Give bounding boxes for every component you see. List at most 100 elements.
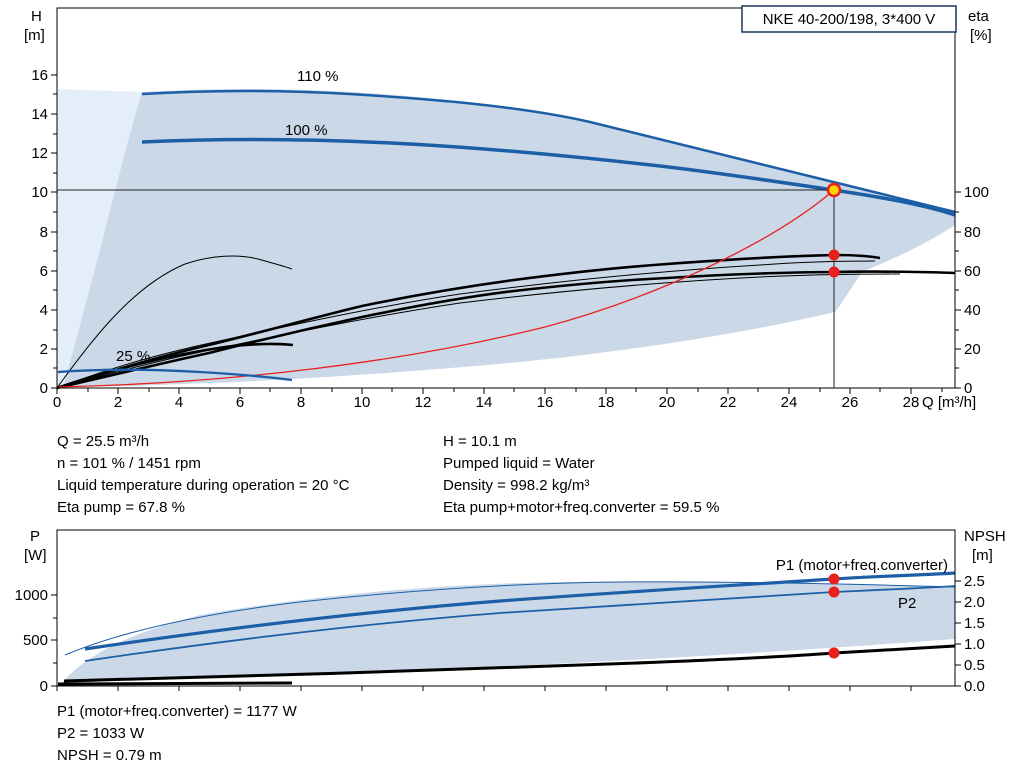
info-line-pumped-liquid: Pumped liquid = Water bbox=[443, 455, 595, 472]
tick-label: 40 bbox=[964, 302, 981, 319]
low-speed-power-curve bbox=[57, 681, 293, 686]
eta-thin-curve bbox=[56, 260, 876, 389]
operating-data-left-column: Q = 25.5 m³/h n = 101 % / 1451 rpm Liqui… bbox=[57, 431, 349, 519]
tick-label: 1000 bbox=[15, 587, 48, 604]
npsh-axis-tick-labels: 0.0 0.5 1.0 1.5 2.0 2.5 bbox=[964, 573, 985, 695]
tick-label: 22 bbox=[720, 394, 737, 411]
npsh-axis-ticks bbox=[955, 580, 961, 687]
p-axis-minor-ticks bbox=[53, 617, 57, 664]
curve-110 bbox=[141, 89, 956, 214]
curve-100-label: 100 % bbox=[285, 122, 328, 139]
power-x-axis-ticks bbox=[56, 686, 912, 691]
tick-label: 10 bbox=[354, 394, 371, 411]
npsh-marker bbox=[828, 647, 840, 659]
power-plot-frame bbox=[56, 529, 956, 687]
result-line-npsh: NPSH = 0.79 m bbox=[57, 747, 162, 764]
x-axis-tick-labels: 0 2 4 6 8 10 12 14 16 18 20 22 24 26 28 bbox=[53, 394, 920, 411]
pump-title: NKE 40-200/198, 3*400 V bbox=[763, 11, 936, 28]
tick-label: 24 bbox=[781, 394, 798, 411]
info-line-speed: n = 101 % / 1451 rpm bbox=[57, 455, 201, 472]
info-line-eta-total: Eta pump+motor+freq.converter = 59.5 % bbox=[443, 499, 720, 516]
tick-label: 8 bbox=[297, 394, 305, 411]
p2-curve-label: P2 bbox=[898, 595, 916, 612]
power-shade-region bbox=[62, 581, 955, 683]
eta-axis-unit: [%] bbox=[970, 27, 992, 44]
tick-label: 12 bbox=[31, 145, 48, 162]
tick-label: 0 bbox=[40, 380, 48, 397]
tick-label: 20 bbox=[659, 394, 676, 411]
tick-label: 14 bbox=[31, 106, 48, 123]
tick-label: 60 bbox=[964, 263, 981, 280]
eta-axis-major-ticks bbox=[955, 191, 961, 389]
tick-label: 4 bbox=[175, 394, 183, 411]
info-line-eta-pump: Eta pump = 67.8 % bbox=[57, 499, 185, 516]
p1-curve-label: P1 (motor+freq.converter) bbox=[776, 557, 948, 574]
tick-label: 1.5 bbox=[964, 615, 985, 632]
p1-curve bbox=[84, 571, 956, 651]
info-line-density: Density = 998.2 kg/m³ bbox=[443, 477, 590, 494]
tick-label: 20 bbox=[964, 341, 981, 358]
tick-label: 2.5 bbox=[964, 573, 985, 590]
info-line-q: Q = 25.5 m³/h bbox=[57, 433, 150, 450]
tick-label: 500 bbox=[23, 632, 48, 649]
tick-label: 0 bbox=[964, 380, 972, 397]
info-line-h: H = 10.1 m bbox=[443, 433, 517, 450]
h-axis-title: H bbox=[31, 8, 42, 25]
results-block: P1 (motor+freq.converter) = 1177 W P2 = … bbox=[57, 701, 297, 767]
h-axis-unit: [m] bbox=[24, 27, 45, 44]
system-curve bbox=[58, 189, 835, 388]
result-line-p1: P1 (motor+freq.converter) = 1177 W bbox=[57, 703, 297, 720]
p-axis-title: P bbox=[30, 528, 40, 545]
tick-label: 0 bbox=[53, 394, 61, 411]
h-axis-minor-ticks bbox=[53, 93, 57, 369]
operating-data-right-column: H = 10.1 m Pumped liquid = Water Density… bbox=[443, 431, 719, 519]
qh-shade-operating-region bbox=[63, 89, 955, 387]
tick-label: 0 bbox=[40, 678, 48, 695]
eta-axis-minor-ticks bbox=[955, 211, 959, 369]
q-axis-title: Q [m³/h] bbox=[922, 394, 976, 411]
pump-title-box-frame bbox=[741, 5, 957, 33]
eta-thin-curves bbox=[56, 255, 901, 389]
tick-label: 8 bbox=[40, 224, 48, 241]
qh-plot-frame bbox=[56, 7, 956, 389]
tick-label: 0.5 bbox=[964, 657, 985, 674]
p2-marker bbox=[828, 586, 840, 598]
tick-label: 16 bbox=[537, 394, 554, 411]
tick-label: 2.0 bbox=[964, 594, 985, 611]
p-axis-unit: [W] bbox=[24, 547, 47, 564]
tick-label: 4 bbox=[40, 302, 48, 319]
tick-label: 6 bbox=[40, 263, 48, 280]
tick-label: 16 bbox=[31, 67, 48, 84]
npsh-axis-title: NPSH bbox=[964, 528, 1006, 545]
p-axis-tick-labels: 0 500 1000 bbox=[15, 587, 48, 695]
tick-label: 2 bbox=[114, 394, 122, 411]
npsh-axis-unit: [m] bbox=[972, 547, 993, 564]
eta-thin-curve bbox=[56, 273, 901, 389]
power-band-top-line bbox=[64, 581, 956, 656]
tick-label: 18 bbox=[598, 394, 615, 411]
x-axis-major-ticks bbox=[56, 388, 912, 394]
curve-25-label: 25 % bbox=[116, 348, 150, 365]
qh-shade-light-region bbox=[57, 89, 142, 388]
tick-label: 28 bbox=[903, 394, 920, 411]
eta-reduced-speed-arc bbox=[56, 255, 293, 389]
tick-label: 10 bbox=[31, 184, 48, 201]
qh-chart: 0 2 4 6 8 10 12 14 16 18 20 22 24 26 28 … bbox=[24, 5, 992, 411]
h-axis-major-ticks bbox=[51, 74, 57, 389]
tick-label: 2 bbox=[40, 341, 48, 358]
eta-pump-curve bbox=[56, 253, 881, 390]
eta-low-speed-curve bbox=[59, 342, 294, 389]
duty-point-marker[interactable] bbox=[826, 182, 842, 198]
h-axis-tick-labels: 0 2 4 6 8 10 12 14 16 bbox=[31, 67, 48, 397]
tick-label: 12 bbox=[415, 394, 432, 411]
power-npsh-chart: 0 500 1000 0.0 0.5 1.0 1.5 2.0 2.5 P [W]… bbox=[15, 528, 1006, 695]
eta-axis-title: eta bbox=[968, 8, 990, 25]
tick-label: 80 bbox=[964, 224, 981, 241]
eta-pump-marker bbox=[828, 249, 840, 261]
curve-25 bbox=[57, 368, 293, 382]
tick-label: 0.0 bbox=[964, 678, 985, 695]
npsh-curve bbox=[63, 644, 956, 683]
tick-label: 6 bbox=[236, 394, 244, 411]
x-axis-minor-ticks bbox=[87, 388, 943, 392]
